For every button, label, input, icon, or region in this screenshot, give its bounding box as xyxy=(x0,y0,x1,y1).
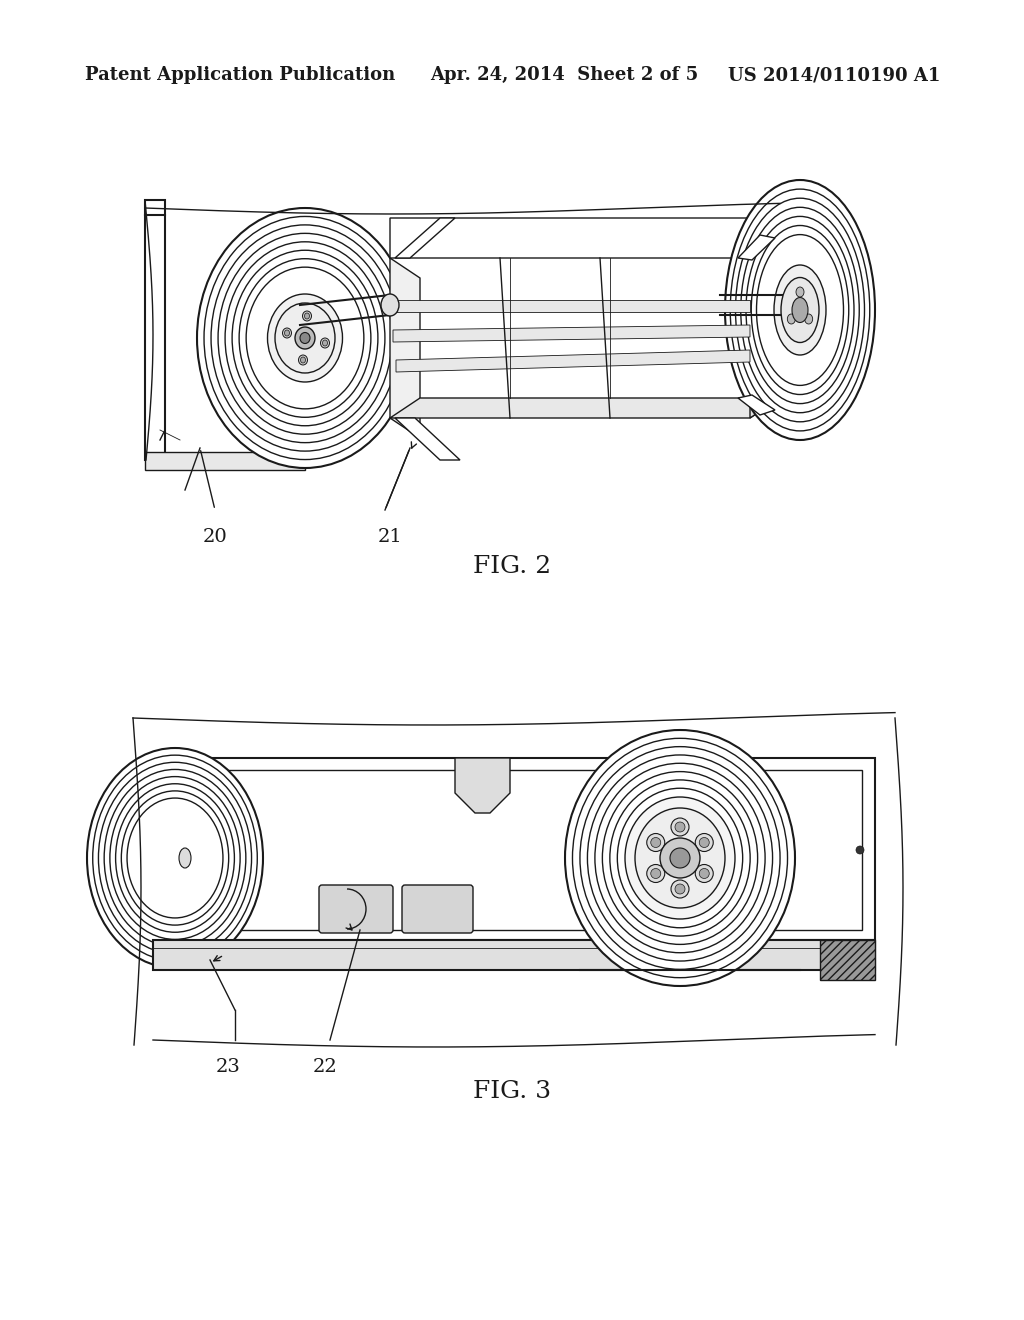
Ellipse shape xyxy=(267,294,342,381)
Text: Patent Application Publication: Patent Application Publication xyxy=(85,66,395,84)
Text: US 2014/0110190 A1: US 2014/0110190 A1 xyxy=(728,66,940,84)
Ellipse shape xyxy=(302,312,311,321)
Circle shape xyxy=(671,880,689,898)
Ellipse shape xyxy=(300,333,310,343)
Circle shape xyxy=(650,837,660,847)
Ellipse shape xyxy=(275,304,335,374)
Circle shape xyxy=(647,833,665,851)
Ellipse shape xyxy=(295,327,315,348)
Ellipse shape xyxy=(792,297,808,322)
Ellipse shape xyxy=(299,355,307,366)
Ellipse shape xyxy=(565,730,795,986)
Ellipse shape xyxy=(323,341,328,346)
Polygon shape xyxy=(393,325,750,342)
Polygon shape xyxy=(153,758,874,940)
Circle shape xyxy=(670,847,690,869)
Ellipse shape xyxy=(321,338,330,348)
Ellipse shape xyxy=(635,808,725,908)
FancyBboxPatch shape xyxy=(319,884,393,933)
Polygon shape xyxy=(738,395,775,414)
Polygon shape xyxy=(153,940,874,970)
Ellipse shape xyxy=(796,286,804,297)
Circle shape xyxy=(699,837,710,847)
Text: FIG. 2: FIG. 2 xyxy=(473,554,551,578)
Text: 21: 21 xyxy=(378,528,402,546)
Circle shape xyxy=(675,822,685,832)
Polygon shape xyxy=(395,218,455,257)
Circle shape xyxy=(671,818,689,836)
Polygon shape xyxy=(396,350,750,372)
Circle shape xyxy=(647,865,665,883)
Circle shape xyxy=(695,865,714,883)
Polygon shape xyxy=(750,218,780,418)
Ellipse shape xyxy=(774,265,826,355)
Circle shape xyxy=(675,884,685,894)
Ellipse shape xyxy=(304,313,309,319)
Text: 22: 22 xyxy=(312,1059,337,1076)
Ellipse shape xyxy=(87,748,263,968)
Ellipse shape xyxy=(781,277,819,342)
Polygon shape xyxy=(738,235,775,260)
Polygon shape xyxy=(395,418,460,459)
Polygon shape xyxy=(390,399,780,418)
Polygon shape xyxy=(145,201,165,459)
Circle shape xyxy=(856,846,864,854)
Ellipse shape xyxy=(179,847,191,869)
FancyBboxPatch shape xyxy=(402,884,473,933)
Polygon shape xyxy=(455,758,510,813)
Text: FIG. 3: FIG. 3 xyxy=(473,1080,551,1104)
Text: 23: 23 xyxy=(216,1059,241,1076)
Circle shape xyxy=(699,869,710,879)
Ellipse shape xyxy=(805,314,813,323)
Ellipse shape xyxy=(725,180,874,440)
Polygon shape xyxy=(820,940,874,979)
Text: Apr. 24, 2014  Sheet 2 of 5: Apr. 24, 2014 Sheet 2 of 5 xyxy=(430,66,698,84)
Circle shape xyxy=(695,833,714,851)
Ellipse shape xyxy=(300,356,305,363)
Polygon shape xyxy=(145,451,305,470)
Polygon shape xyxy=(390,300,750,312)
Ellipse shape xyxy=(285,330,290,337)
Text: 20: 20 xyxy=(203,528,227,546)
Polygon shape xyxy=(390,218,780,257)
Circle shape xyxy=(660,838,700,878)
Ellipse shape xyxy=(283,327,292,338)
Ellipse shape xyxy=(625,797,735,919)
Polygon shape xyxy=(390,257,420,438)
Ellipse shape xyxy=(381,294,399,315)
Circle shape xyxy=(650,869,660,879)
Ellipse shape xyxy=(787,314,796,323)
Ellipse shape xyxy=(197,209,413,469)
